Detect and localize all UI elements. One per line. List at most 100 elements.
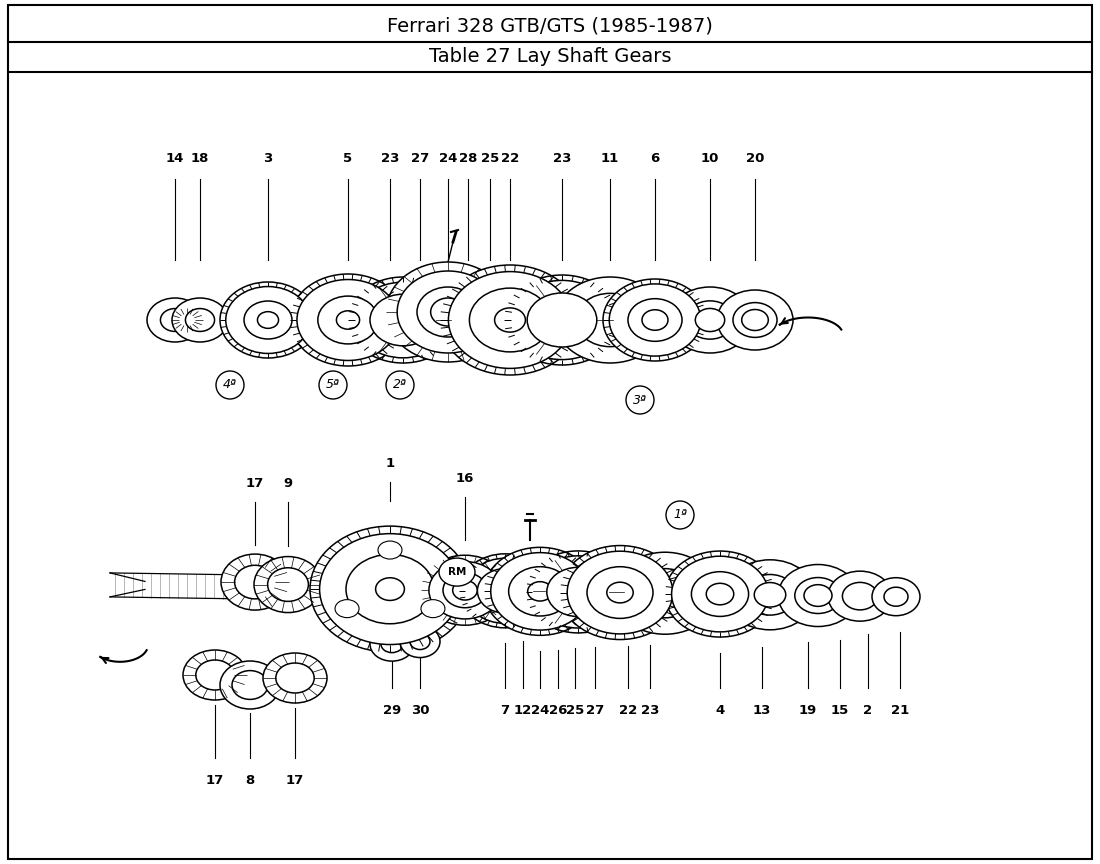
Text: 14: 14 xyxy=(166,152,184,165)
Ellipse shape xyxy=(429,562,502,619)
Ellipse shape xyxy=(634,569,696,618)
Text: 24: 24 xyxy=(531,704,549,717)
Ellipse shape xyxy=(297,280,399,360)
Ellipse shape xyxy=(626,386,654,414)
Ellipse shape xyxy=(337,311,360,329)
Ellipse shape xyxy=(449,271,572,368)
Ellipse shape xyxy=(186,308,214,332)
Text: 3: 3 xyxy=(263,152,273,165)
Text: RM: RM xyxy=(448,567,466,577)
Text: 10: 10 xyxy=(701,152,719,165)
Text: 18: 18 xyxy=(190,152,209,165)
Text: 17: 17 xyxy=(286,774,304,787)
Ellipse shape xyxy=(843,582,878,610)
Text: 6: 6 xyxy=(650,152,660,165)
Ellipse shape xyxy=(319,371,346,399)
Ellipse shape xyxy=(346,555,434,624)
Text: 30: 30 xyxy=(410,704,429,717)
Ellipse shape xyxy=(161,308,189,332)
Ellipse shape xyxy=(216,371,244,399)
Ellipse shape xyxy=(226,287,310,353)
Ellipse shape xyxy=(221,554,289,610)
Ellipse shape xyxy=(668,287,752,353)
Text: 23: 23 xyxy=(641,704,659,717)
Ellipse shape xyxy=(263,653,327,703)
Ellipse shape xyxy=(607,582,634,603)
Ellipse shape xyxy=(220,282,316,358)
Text: 24: 24 xyxy=(439,152,458,165)
Ellipse shape xyxy=(196,660,234,690)
Ellipse shape xyxy=(290,274,406,366)
Ellipse shape xyxy=(692,572,749,616)
Text: 7: 7 xyxy=(500,704,509,717)
Ellipse shape xyxy=(267,568,308,601)
Ellipse shape xyxy=(386,371,414,399)
Ellipse shape xyxy=(568,551,673,634)
Text: 13: 13 xyxy=(752,704,771,717)
Ellipse shape xyxy=(375,578,405,600)
Ellipse shape xyxy=(381,636,403,652)
Text: 15: 15 xyxy=(830,704,849,717)
Text: 25: 25 xyxy=(481,152,499,165)
Text: 9: 9 xyxy=(284,477,293,490)
Ellipse shape xyxy=(613,552,717,634)
Ellipse shape xyxy=(672,556,769,632)
Ellipse shape xyxy=(828,571,892,621)
Ellipse shape xyxy=(453,581,477,600)
Ellipse shape xyxy=(220,661,280,709)
Ellipse shape xyxy=(528,581,552,601)
Ellipse shape xyxy=(755,582,785,607)
Text: 19: 19 xyxy=(799,704,817,717)
Ellipse shape xyxy=(872,578,920,616)
Ellipse shape xyxy=(172,298,228,342)
Ellipse shape xyxy=(587,567,653,619)
Ellipse shape xyxy=(320,534,461,645)
Text: Ferrari 328 GTB/GTS (1985-1987): Ferrari 328 GTB/GTS (1985-1987) xyxy=(387,16,713,35)
Ellipse shape xyxy=(695,308,725,332)
Text: 25: 25 xyxy=(565,704,584,717)
Ellipse shape xyxy=(628,299,682,341)
Text: 22: 22 xyxy=(619,704,637,717)
Ellipse shape xyxy=(147,298,204,342)
Text: 1ª: 1ª xyxy=(673,509,686,522)
Ellipse shape xyxy=(254,556,322,613)
Ellipse shape xyxy=(421,556,509,626)
Ellipse shape xyxy=(884,588,908,607)
Ellipse shape xyxy=(276,663,315,693)
Text: 23: 23 xyxy=(381,152,399,165)
Text: 29: 29 xyxy=(383,704,402,717)
Text: 12: 12 xyxy=(514,704,532,717)
Ellipse shape xyxy=(795,577,842,613)
Ellipse shape xyxy=(257,312,278,328)
Ellipse shape xyxy=(512,281,613,359)
Ellipse shape xyxy=(318,296,378,344)
Ellipse shape xyxy=(495,308,526,332)
Ellipse shape xyxy=(370,295,436,346)
Ellipse shape xyxy=(556,277,666,363)
Text: 2: 2 xyxy=(864,704,872,717)
Text: 17: 17 xyxy=(206,774,224,787)
Ellipse shape xyxy=(244,301,292,339)
Ellipse shape xyxy=(354,283,451,358)
Text: 4: 4 xyxy=(715,704,725,717)
Ellipse shape xyxy=(527,293,597,347)
Text: 4ª: 4ª xyxy=(223,378,236,391)
Ellipse shape xyxy=(603,279,707,361)
Ellipse shape xyxy=(491,553,590,630)
Ellipse shape xyxy=(666,501,694,529)
Text: 8: 8 xyxy=(245,774,254,787)
Ellipse shape xyxy=(532,556,624,628)
Text: 5ª: 5ª xyxy=(326,378,340,391)
Ellipse shape xyxy=(576,294,645,346)
Text: 23: 23 xyxy=(553,152,571,165)
Ellipse shape xyxy=(666,551,776,637)
Ellipse shape xyxy=(717,290,793,350)
Ellipse shape xyxy=(397,271,498,353)
Ellipse shape xyxy=(642,310,668,330)
Ellipse shape xyxy=(706,583,734,605)
Text: 20: 20 xyxy=(746,152,764,165)
Ellipse shape xyxy=(685,301,735,340)
Ellipse shape xyxy=(232,670,268,699)
Text: 22: 22 xyxy=(500,152,519,165)
Ellipse shape xyxy=(741,309,768,331)
